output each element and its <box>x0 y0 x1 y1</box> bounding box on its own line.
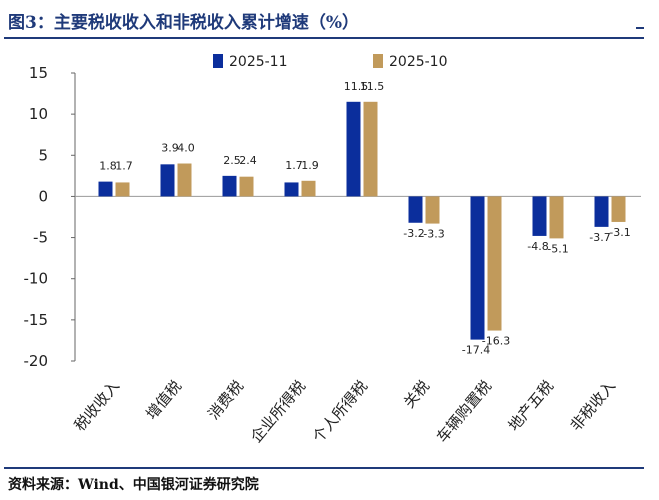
y-tick-label: -10 <box>24 270 49 288</box>
y-tick-label: 0 <box>38 187 48 205</box>
bar-2025-10 <box>239 176 254 197</box>
category-label: 消费税 <box>204 377 247 423</box>
legend-swatch-2025-11 <box>213 54 223 68</box>
bar-2025-11 <box>532 196 547 236</box>
y-tick-label: -20 <box>24 352 49 370</box>
legend-label: 2025-11 <box>229 54 288 70</box>
bar-2025-10 <box>177 163 192 197</box>
data-label: 2.5 <box>223 154 241 167</box>
category-label: 企业所得税 <box>247 377 309 446</box>
data-label: -5.1 <box>547 242 568 255</box>
bar-2025-10 <box>487 196 502 331</box>
source-rule <box>4 467 644 469</box>
bar-2025-11 <box>408 196 423 223</box>
y-tick-label: 10 <box>29 105 48 123</box>
bar-2025-11 <box>594 196 609 227</box>
bar-2025-10 <box>549 196 564 239</box>
data-label: -3.2 <box>403 227 424 240</box>
bar-2025-11 <box>470 196 485 340</box>
data-label: -3.7 <box>589 231 610 244</box>
bar-2025-10 <box>425 196 440 224</box>
bar-2025-11 <box>346 101 361 197</box>
bar-2025-11 <box>284 182 299 197</box>
category-label: 非税收入 <box>567 377 619 435</box>
bar-2025-11 <box>98 181 113 197</box>
category-label: 个人所得税 <box>309 377 371 446</box>
y-tick-label: -15 <box>24 311 49 329</box>
data-label: 11.5 <box>360 80 385 93</box>
bar-chart: 151050-5-10-15-201.81.7税收收入3.94.0增值税2.52… <box>24 54 641 446</box>
source-note: 资料来源：Wind、中国银河证券研究院 <box>8 477 259 493</box>
bar-2025-10 <box>611 196 626 222</box>
chart-title: 图3：主要税收收入和非税收入累计增速（%） <box>8 13 359 33</box>
category-label: 车辆购置税 <box>433 377 495 446</box>
data-label: 1.9 <box>301 159 319 172</box>
data-label: -16.3 <box>482 335 510 348</box>
title-rule-end <box>636 27 644 29</box>
bar-2025-11 <box>222 175 237 197</box>
bar-2025-10 <box>115 182 130 197</box>
data-label: 4.0 <box>177 142 195 155</box>
data-label: -4.8 <box>527 240 548 253</box>
category-label: 增值税 <box>142 377 185 423</box>
data-label: -3.1 <box>609 226 630 239</box>
data-label: 1.8 <box>99 160 117 173</box>
bar-2025-11 <box>160 164 175 197</box>
legend-label: 2025-10 <box>389 54 448 70</box>
y-tick-label: 15 <box>29 64 48 82</box>
data-label: 2.4 <box>239 154 257 167</box>
y-tick-label: 5 <box>38 146 48 164</box>
data-label: 3.9 <box>161 142 179 155</box>
data-label: 11.5 <box>344 80 369 93</box>
y-tick-label: -5 <box>33 229 48 247</box>
category-label: 地产五税 <box>505 377 557 435</box>
legend-swatch-2025-10 <box>373 54 383 68</box>
data-label: 1.7 <box>285 159 303 172</box>
title-rule <box>4 37 644 39</box>
category-label: 税收收入 <box>71 377 123 435</box>
data-label: -3.3 <box>423 228 444 241</box>
bar-2025-10 <box>363 101 378 197</box>
data-label: 1.7 <box>115 160 133 173</box>
data-label: -17.4 <box>462 344 490 357</box>
category-label: 关税 <box>400 377 433 412</box>
bar-2025-10 <box>301 180 316 197</box>
